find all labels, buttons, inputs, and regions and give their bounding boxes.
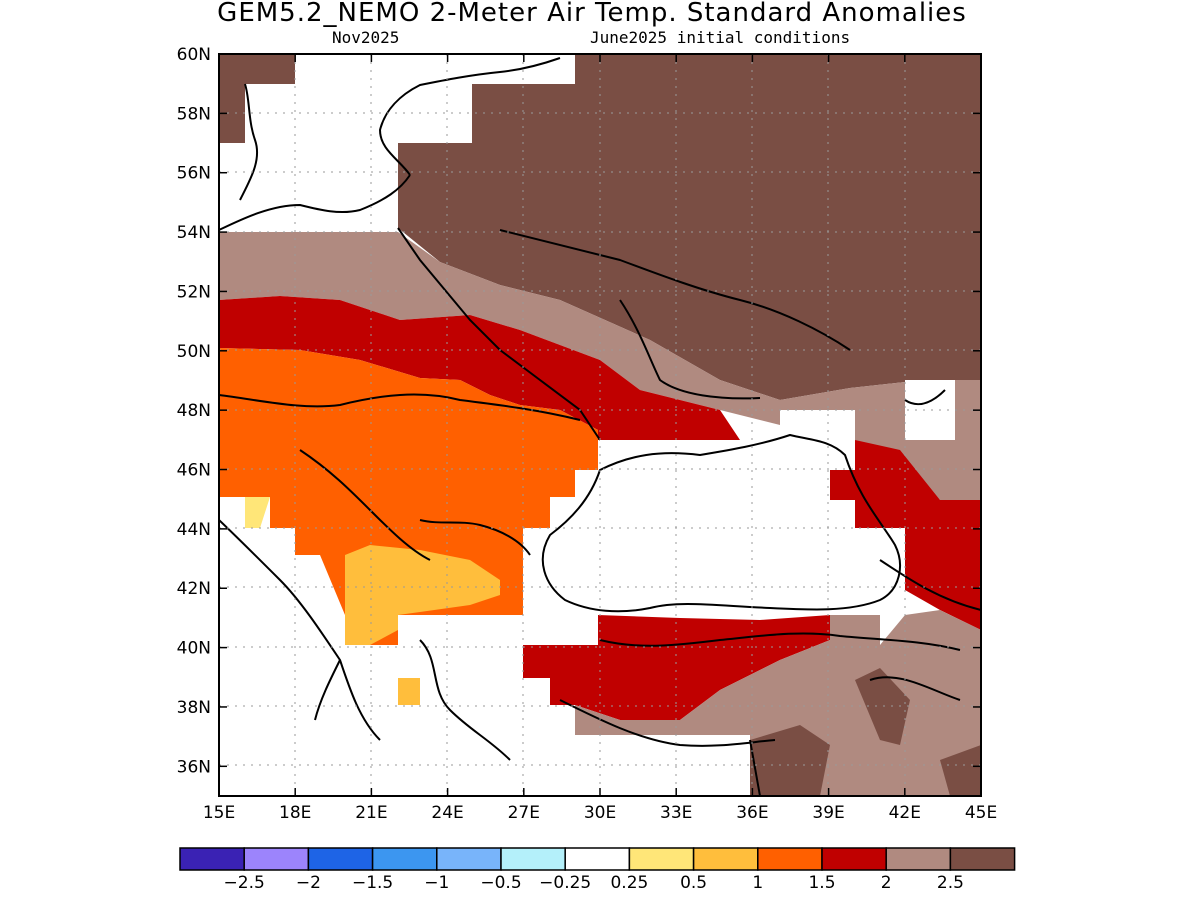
region-anomaly-turkey-brown xyxy=(750,668,981,796)
lat-tick-label: 48N xyxy=(177,401,211,421)
colorbar-label: −2.5 xyxy=(224,873,265,893)
region-anomaly-turkey-east xyxy=(575,610,981,796)
lat-tick-label: 40N xyxy=(177,639,211,659)
lat-tick-label: 50N xyxy=(177,342,211,362)
longitude-axis: 15E 18E 21E 24E 27E 30E 33E 36E 39E 42E 45E xyxy=(203,54,997,823)
region-anomaly-0.5-1-adriatic xyxy=(245,497,270,528)
lon-tick-label: 42E xyxy=(889,803,921,823)
forecast-month: Nov2025 xyxy=(332,28,400,47)
lon-tick-label: 33E xyxy=(660,803,692,823)
region-anomaly-0.5-1-greece xyxy=(398,678,420,705)
initial-conditions: June2025 initial conditions xyxy=(590,28,851,47)
lat-tick-label: 60N xyxy=(177,45,211,65)
lat-tick-label: 44N xyxy=(177,520,211,540)
coastlines xyxy=(219,57,981,796)
colorbar-swatch xyxy=(692,847,759,871)
colorbar-swatch xyxy=(500,847,566,871)
colorbar-label: −2 xyxy=(296,873,321,893)
colorbar: −2.5 −2 −1.5 −1 −0.5 −0.25 0.25 0.5 1 1.5 2 2.5 xyxy=(179,847,1016,893)
colorbar-label: −1.5 xyxy=(352,873,393,893)
lat-tick-label: 54N xyxy=(177,223,211,243)
region-anomaly-gt-2.5-nw xyxy=(219,54,295,143)
colorbar-swatch xyxy=(436,847,502,871)
colorbar-label: 2.5 xyxy=(937,873,964,893)
colorbar-label: −0.25 xyxy=(539,873,591,893)
colorbar-label: 1 xyxy=(752,873,763,893)
colorbar-swatch xyxy=(757,847,823,871)
lat-tick-label: 36N xyxy=(177,757,211,777)
lon-tick-label: 36E xyxy=(736,803,768,823)
colorbar-swatch xyxy=(243,847,310,871)
colorbar-swatch xyxy=(564,847,631,871)
lon-tick-label: 39E xyxy=(812,803,844,823)
lat-tick-label: 42N xyxy=(177,579,211,599)
latitude-axis: 60N 58N 56N 54N 52N 50N 48N 46N 44N 42N 40N 38N 36N xyxy=(177,45,981,777)
colorbar-label: 0.25 xyxy=(610,873,648,893)
lon-tick-label: 24E xyxy=(431,803,463,823)
colorbar-label: 1.5 xyxy=(808,873,835,893)
lat-tick-label: 56N xyxy=(177,164,211,184)
colorbar-swatch xyxy=(179,847,245,871)
region-anomaly-1-1.5 xyxy=(219,348,598,645)
region-anomaly-turkey xyxy=(523,615,830,720)
lat-tick-label: 52N xyxy=(177,282,211,302)
lat-tick-label: 58N xyxy=(177,104,211,124)
region-anomaly-1.5-2 xyxy=(219,296,740,440)
colorbar-swatch xyxy=(307,847,374,871)
colorbar-swatch xyxy=(821,847,887,871)
colorbar-label: −1 xyxy=(424,873,449,893)
lon-tick-label: 30E xyxy=(584,803,616,823)
colorbar-label: −0.5 xyxy=(480,873,521,893)
region-anomaly-gt-2.5 xyxy=(398,54,981,400)
lat-tick-label: 38N xyxy=(177,698,211,718)
region-anomaly-2-2.5 xyxy=(219,232,981,500)
lat-tick-label: 46N xyxy=(177,461,211,481)
colorbar-swatch xyxy=(885,847,952,871)
colorbar-swatch xyxy=(371,847,438,871)
map-title: GEM5.2_NEMO 2-Meter Air Temp. Standard A… xyxy=(217,0,967,28)
colorbar-swatch xyxy=(628,847,695,871)
region-anomaly-0.5-1 xyxy=(345,545,500,645)
lon-tick-label: 27E xyxy=(508,803,540,823)
colorbar-label: 0.5 xyxy=(680,873,707,893)
anomaly-map xyxy=(219,54,981,796)
colorbar-label: 2 xyxy=(881,873,892,893)
lon-tick-label: 21E xyxy=(355,803,387,823)
lon-tick-label: 45E xyxy=(965,803,997,823)
lon-tick-label: 18E xyxy=(279,803,311,823)
colorbar-swatch xyxy=(949,847,1016,871)
lon-tick-label: 15E xyxy=(203,803,235,823)
